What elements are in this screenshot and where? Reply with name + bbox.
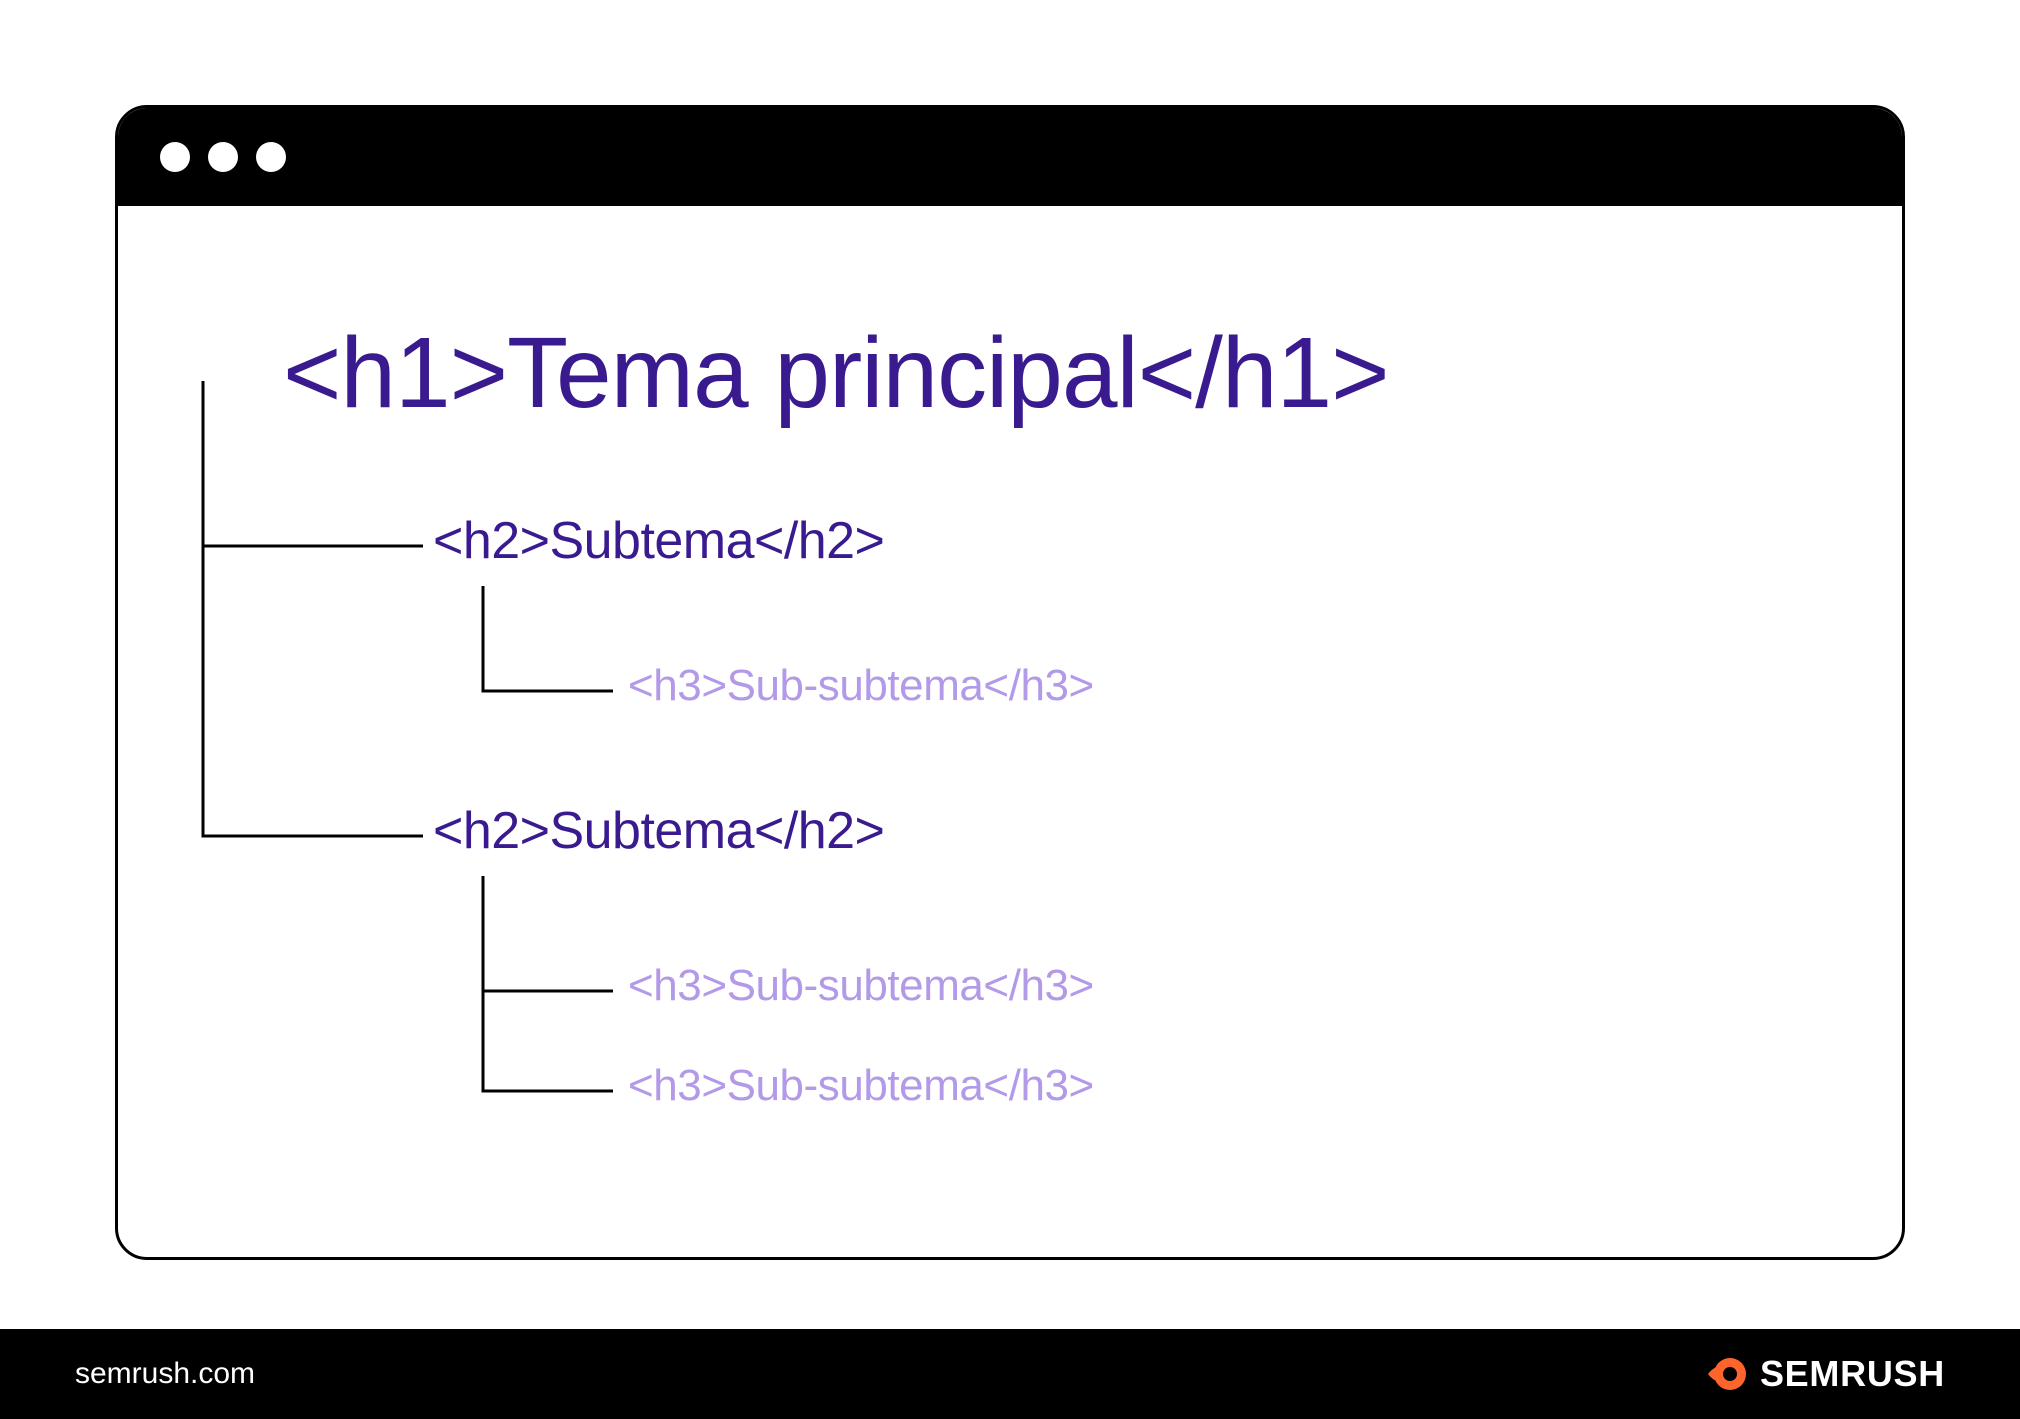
footer-bar: semrush.com SEMRUSH (0, 1329, 2020, 1419)
traffic-dot-red-icon (160, 142, 190, 172)
footer-logo: SEMRUSH (1704, 1352, 1945, 1396)
semrush-flame-icon (1704, 1352, 1748, 1396)
diagram-content: <h1>Tema principal</h1> <h2>Subtema</h2>… (118, 206, 1902, 1257)
h1-heading: <h1>Tema principal</h1> (283, 316, 1389, 431)
h2-heading: <h2>Subtema</h2> (433, 511, 884, 571)
footer-brand-text: SEMRUSH (1760, 1353, 1945, 1395)
traffic-dot-green-icon (256, 142, 286, 172)
traffic-dot-yellow-icon (208, 142, 238, 172)
h3-heading: <h3>Sub-subtema</h3> (628, 661, 1094, 711)
footer-url: semrush.com (75, 1357, 255, 1391)
h3-heading: <h3>Sub-subtema</h3> (628, 1061, 1094, 1111)
browser-window: <h1>Tema principal</h1> <h2>Subtema</h2>… (115, 105, 1905, 1260)
browser-titlebar (118, 108, 1902, 206)
canvas: <h1>Tema principal</h1> <h2>Subtema</h2>… (0, 0, 2020, 1419)
h3-heading: <h3>Sub-subtema</h3> (628, 961, 1094, 1011)
h2-heading: <h2>Subtema</h2> (433, 801, 884, 861)
